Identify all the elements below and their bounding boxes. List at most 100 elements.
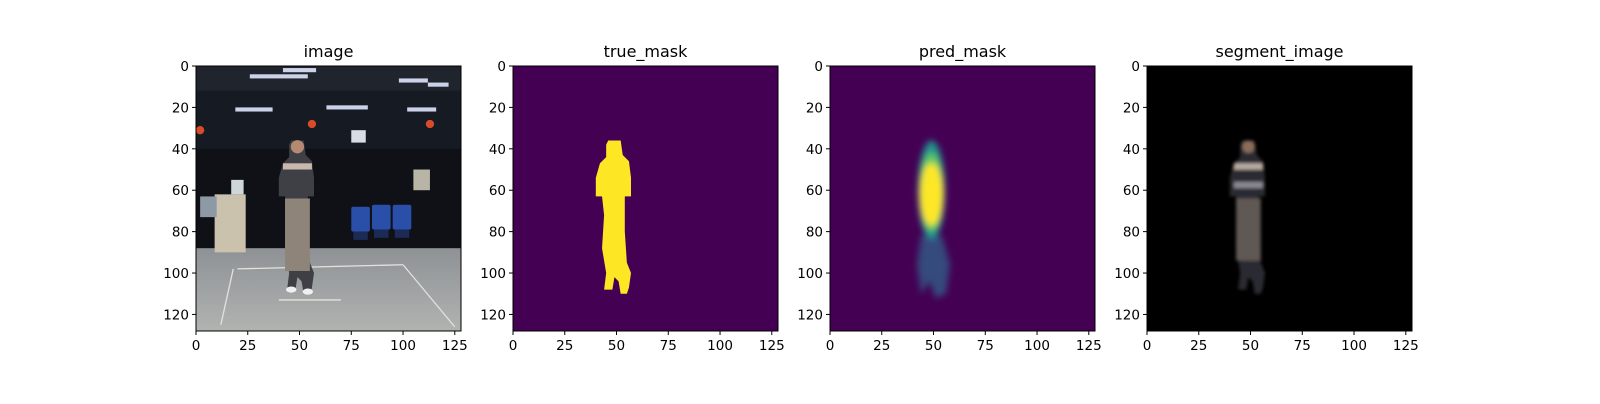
y-tick-label: 20 (489, 100, 506, 116)
subplot-title: segment_image (1215, 42, 1343, 62)
subplot-title: pred_mask (919, 42, 1007, 62)
x-tick-label: 100 (707, 338, 733, 354)
photo-person-shoe (302, 288, 313, 295)
x-tick-label: 25 (239, 338, 256, 354)
y-tick-label: 40 (489, 142, 506, 158)
y-tick-label: 40 (1123, 142, 1140, 158)
photo-ceiling-light (249, 74, 308, 79)
subplot-true-mask: true_mask 0 25 50 75 100 125 0 20 40 60 80 100 120 (480, 42, 784, 354)
y-tick-label: 0 (180, 59, 189, 75)
x-tick-label: 0 (1143, 338, 1152, 354)
photo-chair (392, 204, 412, 230)
photo-monitor (231, 179, 244, 195)
y-tick-label: 120 (797, 307, 823, 323)
y-tick-label: 0 (497, 59, 506, 75)
axes-frame (512, 65, 779, 332)
segment-person-shirt (1233, 181, 1263, 189)
x-tick-label: 125 (1076, 338, 1102, 354)
x-tick-label: 50 (291, 338, 308, 354)
photo-sign (351, 130, 366, 143)
photo-red-light (307, 119, 317, 129)
x-tick-label: 50 (1242, 338, 1259, 354)
photo-chair-seat (353, 231, 368, 240)
x-tick-label: 100 (1024, 338, 1050, 354)
mask-background (830, 66, 1095, 331)
x-tick-label: 125 (1393, 338, 1419, 354)
y-tick-label: 120 (1114, 307, 1140, 323)
subplot-title: true_mask (604, 42, 689, 62)
photo-back-wall (196, 90, 461, 153)
y-tick-label: 60 (172, 183, 189, 199)
photo-red-light (425, 119, 435, 129)
y-tick-label: 80 (1123, 225, 1140, 241)
photo-chair-seat (394, 229, 410, 238)
y-tick-label: 60 (489, 183, 506, 199)
photo-ceiling-light (398, 78, 428, 83)
segment-person-arms (1233, 163, 1263, 170)
subplot-grid: image 0 25 50 75 100 125 0 20 40 60 80 100 120 true_ma… (163, 42, 1418, 354)
x-tick-label: 25 (556, 338, 573, 354)
photo-ceiling-light (427, 82, 449, 87)
y-tick-label: 80 (489, 225, 506, 241)
x-tick-label: 125 (759, 338, 785, 354)
segment-person-head (1242, 140, 1255, 153)
y-tick-label: 80 (806, 225, 823, 241)
y-tick-label: 40 (172, 142, 189, 158)
photo-person-head (290, 140, 305, 154)
photo-floor-marking (402, 264, 456, 328)
photo-floor-marking (237, 264, 404, 270)
subplot-pred-mask: pred_mask 0 25 50 75 100 125 0 20 40 60 80 100 120 (797, 42, 1101, 354)
x-tick-label: 125 (442, 338, 468, 354)
y-tick-label: 120 (480, 307, 506, 323)
mask-background (513, 66, 778, 331)
axes-frame (1146, 65, 1413, 332)
x-tick-label: 0 (826, 338, 835, 354)
pred-leg-region (916, 235, 951, 298)
segment-person-group (1229, 140, 1266, 294)
photo-red-light (196, 126, 205, 135)
photo-chair-seat (374, 229, 389, 238)
mask-silhouette-group (595, 140, 632, 294)
x-tick-label: 75 (1294, 338, 1311, 354)
photo-equipment (200, 196, 217, 218)
photo-chair (351, 206, 370, 232)
photo-person-legs (285, 198, 310, 271)
x-tick-label: 100 (1341, 338, 1367, 354)
x-tick-label: 75 (977, 338, 994, 354)
axes-frame (829, 65, 1096, 332)
x-tick-label: 0 (192, 338, 201, 354)
pred-blob-group (916, 140, 951, 298)
mask-silhouette (595, 140, 632, 294)
y-tick-label: 120 (163, 307, 189, 323)
photo-ceiling-light (282, 68, 317, 73)
y-tick-label: 60 (1123, 183, 1140, 199)
axes-frame (195, 65, 462, 332)
y-tick-label: 0 (1131, 59, 1140, 75)
y-tick-label: 40 (806, 142, 823, 158)
photo-cabinet (214, 194, 246, 253)
y-tick-label: 80 (172, 225, 189, 241)
x-tick-label: 100 (390, 338, 416, 354)
photo-person-arms (282, 163, 312, 170)
y-tick-label: 20 (172, 100, 189, 116)
x-tick-label: 75 (660, 338, 677, 354)
subplot-title: image (304, 42, 354, 61)
y-tick-label: 20 (806, 100, 823, 116)
photo-floor (196, 248, 461, 331)
photo-floor-marking (220, 268, 234, 325)
photo-ceiling-light (235, 107, 273, 112)
y-tick-label: 60 (806, 183, 823, 199)
y-tick-label: 0 (814, 59, 823, 75)
y-tick-label: 100 (480, 266, 506, 282)
x-tick-label: 25 (873, 338, 890, 354)
y-tick-label: 100 (1114, 266, 1140, 282)
y-tick-label: 20 (1123, 100, 1140, 116)
photo-poster (413, 169, 430, 191)
x-tick-label: 0 (509, 338, 518, 354)
x-tick-label: 75 (343, 338, 360, 354)
photo-ceiling-light (326, 105, 368, 110)
subplot-image: image 0 25 50 75 100 125 0 20 40 60 80 100 120 (163, 42, 467, 354)
photo-person-shoe (286, 286, 297, 293)
y-tick-label: 100 (163, 266, 189, 282)
